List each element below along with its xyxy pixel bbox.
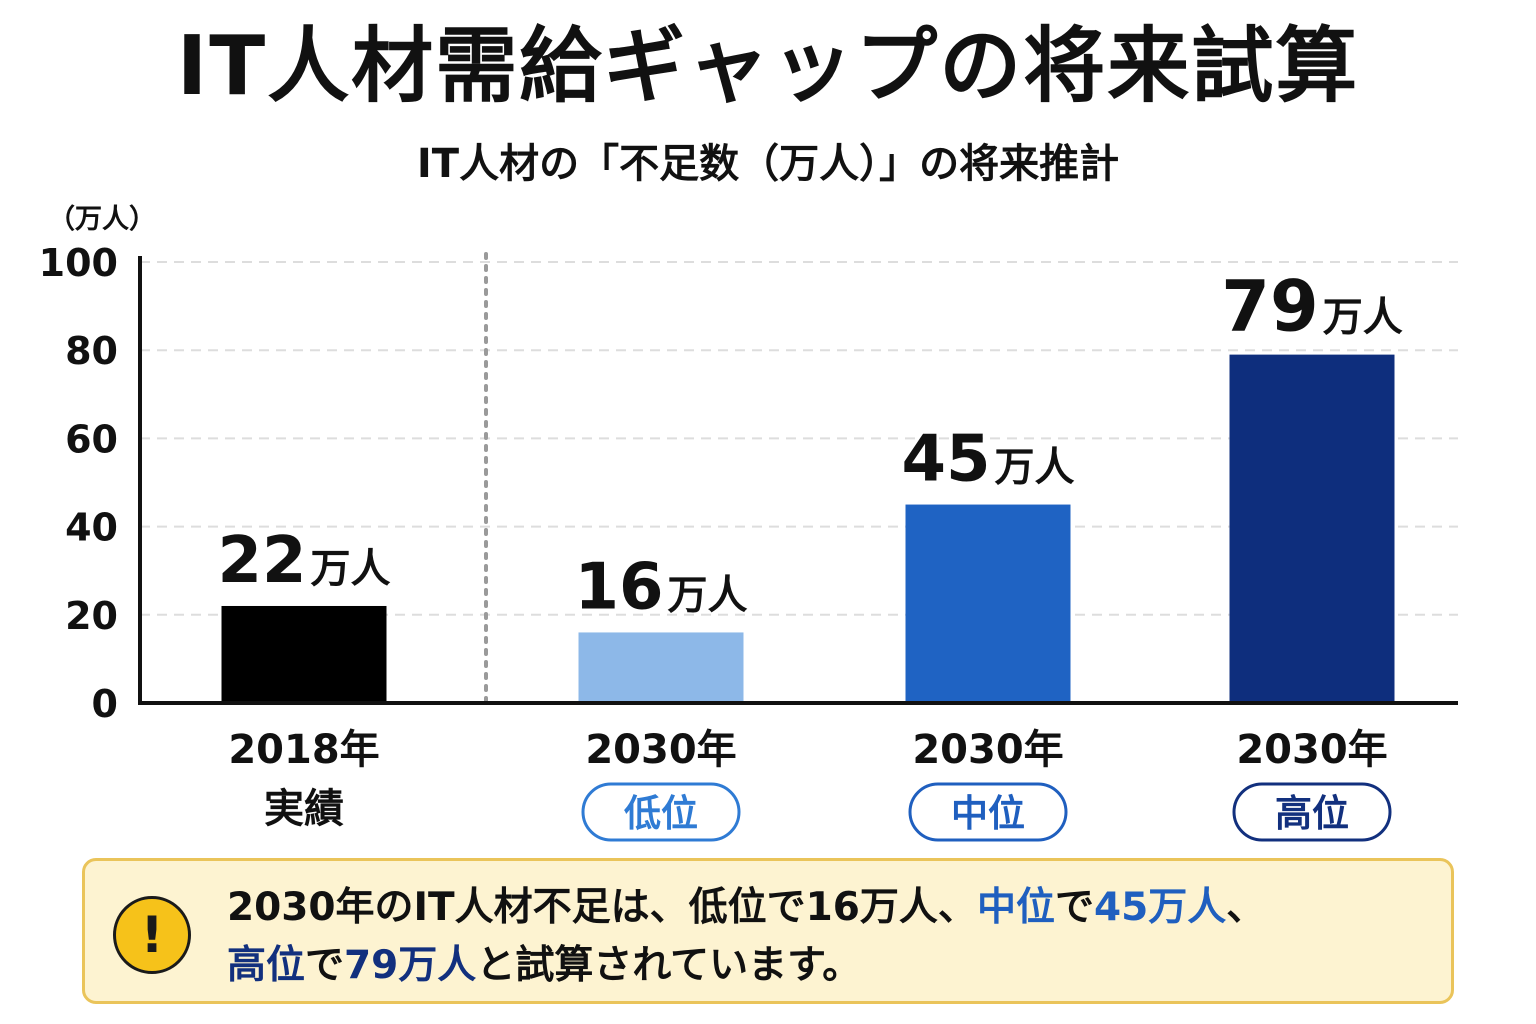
scenario-tag <box>1232 782 1392 842</box>
callout-part: で <box>1054 885 1094 930</box>
scenario-tag-label: 高位 <box>1275 792 1349 835</box>
bar <box>578 632 744 703</box>
scenario-tag <box>581 782 741 842</box>
y-tick-label: 20 <box>65 594 118 638</box>
callout-highlight-mid: 中位 <box>976 885 1055 930</box>
y-axis-label: （万人） <box>48 204 156 235</box>
y-tick-label: 0 <box>92 682 118 726</box>
callout-highlight-mid-value: 45万人 <box>1093 885 1227 930</box>
chart-subtitle: IT人材の「不足数（万人）」の将来推計 <box>416 141 1120 187</box>
y-tick-label: 40 <box>65 506 118 550</box>
x-category-label: 2018年 <box>228 727 379 773</box>
scenario-tag-label: 低位 <box>624 792 698 835</box>
x-category-label: 2030年 <box>585 727 736 773</box>
callout-highlight-high-value: 79万人 <box>344 943 477 988</box>
summary-callout: ! 2030年のIT人材不足は、低位で16万人、中位で45万人、 高位で79万人と… <box>82 858 1454 1004</box>
bar-value-label: 45 万人 <box>901 423 1074 497</box>
bar <box>905 504 1071 703</box>
bar-value-label: 16 万人 <box>574 550 747 624</box>
x-category-label: 2030年 <box>912 727 1063 773</box>
y-tick-label: 60 <box>65 417 118 461</box>
callout-part: 、 <box>1226 885 1266 930</box>
y-tick-label: 100 <box>39 241 118 285</box>
callout-highlight-high: 高位 <box>227 943 306 988</box>
callout-part: 2030年のIT人材不足は、低位で16万人、 <box>227 885 977 930</box>
bar-value-label: 79 万人 <box>1221 266 1402 348</box>
y-tick-label: 80 <box>65 329 118 373</box>
bar <box>1229 354 1395 703</box>
callout-part: で <box>305 943 345 988</box>
callout-text: 2030年のIT人材不足は、低位で16万人、中位で45万人、 高位で79万人と試算… <box>227 879 1437 995</box>
exclamation-icon: ! <box>113 896 191 974</box>
x-category-label: 2030年 <box>1236 727 1387 773</box>
scenario-tag-label: 中位 <box>951 792 1025 835</box>
scenario-tag <box>908 782 1068 842</box>
x-category-sublabel: 実績 <box>264 786 344 832</box>
callout-part: と試算されています。 <box>476 943 862 988</box>
bar-value-label: 22 万人 <box>217 524 390 598</box>
page-title: IT人材需給ギャップの将来試算 <box>176 19 1360 114</box>
bar <box>221 605 387 703</box>
